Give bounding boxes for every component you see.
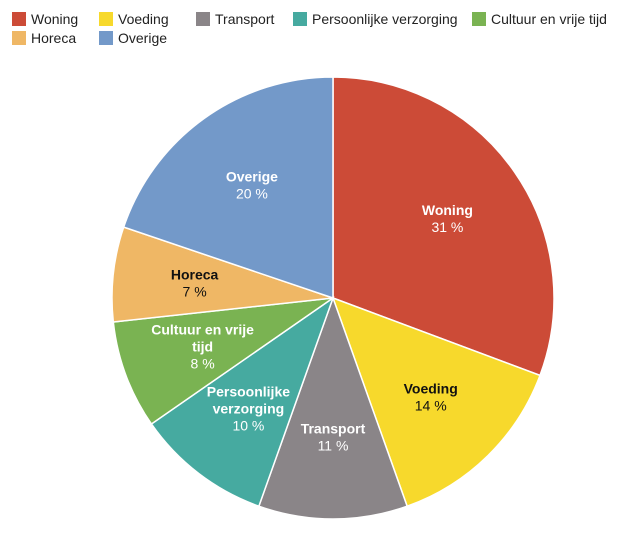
legend-label-cultuur-en-vrije-tijd: Cultuur en vrije tijd — [491, 11, 607, 27]
legend-item-overige: Overige — [99, 30, 167, 46]
legend-item-woning: Woning — [12, 11, 78, 27]
pie-label-value: 7 % — [183, 283, 207, 299]
pie-slices — [111, 76, 555, 520]
pie-label-name: Horeca — [171, 266, 219, 282]
pie-label-transport: Transport 11 % — [301, 421, 366, 454]
pie-label-name: Persoonlijke — [207, 384, 290, 400]
legend-swatch-transport — [196, 12, 210, 26]
pie-labels: Woning 31 % Voeding 14 % Transport 11 % Persoo… — [151, 168, 473, 453]
pie-label-horeca: Horeca 7 % — [171, 266, 219, 299]
pie-label-cultuur-en-vrije-tijd: Cultuur en vrije tijd 8 % — [151, 322, 254, 372]
legend-swatch-voeding — [99, 12, 113, 26]
legend-item-voeding: Voeding — [99, 11, 169, 27]
legend-swatch-woning — [12, 12, 26, 26]
legend-item-persoonlijke-verzorging: Persoonlijke verzorging — [293, 11, 458, 27]
pie-label-name: Overige — [226, 168, 278, 184]
pie-label-name: Woning — [422, 202, 473, 218]
pie-label-value: 31 % — [431, 219, 463, 235]
legend-label-persoonlijke-verzorging: Persoonlijke verzorging — [312, 11, 458, 27]
legend-item-transport: Transport — [196, 11, 274, 27]
pie-label-name: Transport — [301, 421, 366, 437]
legend-label-voeding: Voeding — [118, 11, 169, 27]
legend-label-overige: Overige — [118, 30, 168, 46]
pie-label-name: Cultuur en vrije — [151, 322, 254, 338]
legend-item-cultuur-en-vrije-tijd: Cultuur en vrije tijd — [472, 11, 607, 27]
pie-label-persoonlijke-verzorging: Persoonlijke verzorging 10 % — [207, 384, 290, 434]
pie-label-name: Voeding — [404, 381, 458, 397]
legend-label-horeca: Horeca — [31, 30, 77, 46]
pie-label-value: 8 % — [191, 356, 215, 372]
pie-slice-voeding — [331, 296, 541, 508]
legend-label-transport: Transport — [215, 11, 275, 27]
pie-label-overige: Overige 20 % — [226, 168, 278, 201]
pie-label-value: 10 % — [232, 418, 264, 434]
legend-swatch-overige — [99, 31, 113, 45]
legend-swatch-horeca — [12, 31, 26, 45]
pie-slice-overige — [122, 76, 334, 300]
legend-swatch-cultuur-en-vrije-tijd — [472, 12, 486, 26]
pie-slice-persoonlijke-verzorging — [150, 296, 335, 508]
pie-label-woning: Woning 31 % — [422, 202, 473, 235]
legend-label-woning: Woning — [31, 11, 79, 27]
pie-slice-transport — [257, 295, 409, 520]
pie-label-voeding: Voeding 14 % — [404, 381, 458, 414]
pie-label-value: 11 % — [318, 438, 349, 454]
pie-label-value: 20 % — [236, 185, 268, 201]
pie-label-name: tijd — [192, 339, 213, 355]
pie-slice-cultuur-en-vrije-tijd — [112, 297, 334, 426]
pie-slice-woning — [332, 76, 555, 377]
legend-swatch-persoonlijke-verzorging — [293, 12, 307, 26]
legend-item-horeca: Horeca — [12, 30, 76, 46]
pie-label-name: verzorging — [213, 401, 285, 417]
pie-label-value: 14 % — [415, 398, 447, 414]
